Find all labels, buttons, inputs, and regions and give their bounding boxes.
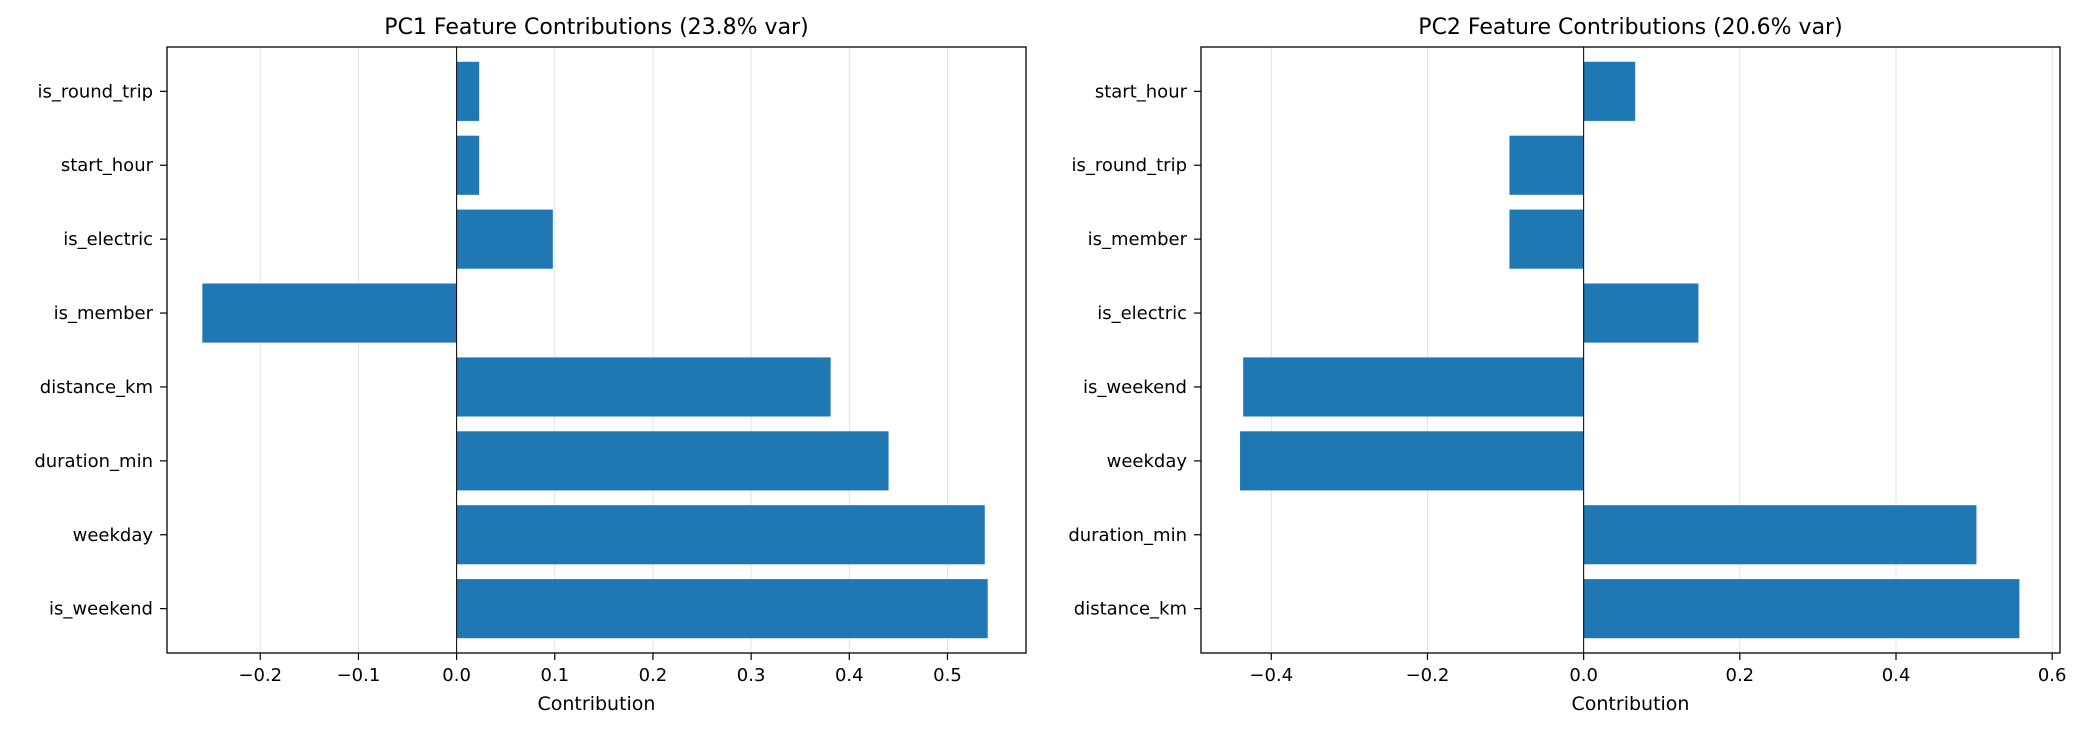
panel-2-category-label: start_hour xyxy=(1095,81,1188,102)
panel-1-bar-is_weekend xyxy=(456,579,988,639)
panel-2-axes-frame xyxy=(1200,46,2061,654)
panel-1-bar-duration_min xyxy=(456,431,889,491)
panel-1-category-label: is_round_trip xyxy=(37,81,153,102)
panel-2-xtick-label: 0.2 xyxy=(1726,665,1755,686)
panel-2-category-label: distance_km xyxy=(1074,599,1187,620)
panel-1-category-label: weekday xyxy=(73,525,154,546)
panel-2: distance_km duration_min weekday is_weekend… xyxy=(1068,15,2066,715)
panel-1-category-label: duration_min xyxy=(34,451,153,472)
panel-2-category-label: duration_min xyxy=(1068,525,1187,546)
panel-1-category-label: is_member xyxy=(54,303,154,324)
panel-2-bar-start_hour xyxy=(1583,61,1636,121)
panel-2-bar-is_member xyxy=(1509,209,1584,269)
panel-2-xtick-label: −0.2 xyxy=(1406,665,1450,686)
panel-1-bar-is_round_trip xyxy=(456,61,480,121)
panel-2-title: PC2 Feature Contributions (20.6% var) xyxy=(1418,15,1842,40)
panel-1-xtick-label: 0.2 xyxy=(639,665,668,686)
panel-1-title: PC1 Feature Contributions (23.8% var) xyxy=(384,15,808,40)
panel-2-bar-duration_min xyxy=(1583,505,1977,565)
panel-2-bar-weekday xyxy=(1240,431,1584,491)
panel-1: is_weekend weekday duration_min distance_km… xyxy=(34,15,1027,715)
panel-1-bar-start_hour xyxy=(456,135,480,195)
panel-1-xtick-label: 0.4 xyxy=(835,665,864,686)
panel-1-xtick-label: 0.1 xyxy=(540,665,569,686)
panel-1-category-label: start_hour xyxy=(61,155,154,176)
panel-1-xtick-label: 0.5 xyxy=(933,665,962,686)
panel-1-category-label: is_electric xyxy=(63,229,153,250)
panel-2-category-label: is_member xyxy=(1088,229,1188,250)
panel-2-xaxis-label: Contribution xyxy=(1572,693,1690,715)
panel-1-category-label: distance_km xyxy=(40,377,153,398)
panel-2-bar-is_weekend xyxy=(1243,357,1584,417)
panel-1-xtick-label: −0.1 xyxy=(337,665,381,686)
panel-1-bar-weekday xyxy=(456,505,985,565)
panel-2-category-label: weekday xyxy=(1107,451,1188,472)
panel-1-bar-distance_km xyxy=(456,357,831,417)
panel-1-xtick-label: 0.0 xyxy=(442,665,471,686)
panel-2-category-label: is_round_trip xyxy=(1071,155,1187,176)
panel-1-axes-frame xyxy=(166,46,1027,654)
panel-2-xtick-label: −0.4 xyxy=(1249,665,1293,686)
panel-2-bar-is_electric xyxy=(1583,283,1699,343)
panel-1-xaxis-label: Contribution xyxy=(538,693,656,715)
panel-2-bar-distance_km xyxy=(1583,579,2020,639)
panel-1-category-label: is_weekend xyxy=(49,599,153,620)
panel-1-xtick-label: 0.3 xyxy=(737,665,766,686)
panel-2-xtick-label: 0.6 xyxy=(2038,665,2067,686)
panel-1-bar-is_member xyxy=(202,283,457,343)
panel-1-bar-is_electric xyxy=(456,209,553,269)
panel-1-xtick-label: −0.2 xyxy=(238,665,282,686)
panel-2-xtick-label: 0.0 xyxy=(1569,665,1598,686)
panel-2-bar-is_round_trip xyxy=(1509,135,1584,195)
panel-2-category-label: is_weekend xyxy=(1083,377,1187,398)
panel-2-xtick-label: 0.4 xyxy=(1882,665,1911,686)
panel-2-category-label: is_electric xyxy=(1097,303,1187,324)
